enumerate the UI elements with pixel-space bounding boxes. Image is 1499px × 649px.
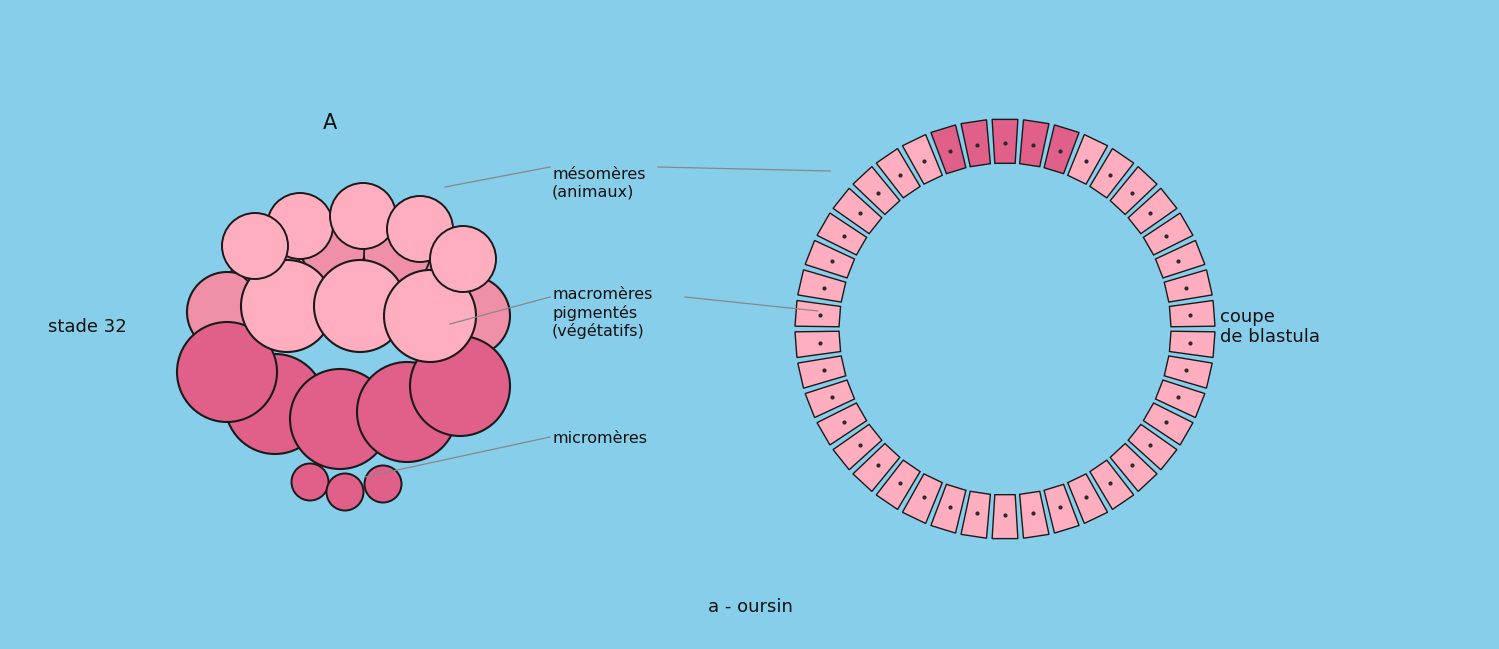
Text: macromères
pigmentés
(végétatifs): macromères pigmentés (végétatifs): [552, 287, 652, 339]
Text: stade 32: stade 32: [48, 318, 127, 336]
Circle shape: [411, 336, 510, 436]
Polygon shape: [961, 491, 991, 538]
Polygon shape: [1156, 380, 1205, 417]
Polygon shape: [833, 188, 881, 234]
Polygon shape: [1169, 300, 1216, 326]
Circle shape: [430, 276, 510, 356]
Polygon shape: [877, 149, 920, 198]
Polygon shape: [1067, 474, 1108, 524]
Polygon shape: [1129, 188, 1177, 234]
Polygon shape: [1111, 443, 1157, 491]
Circle shape: [364, 221, 430, 287]
Circle shape: [222, 213, 288, 279]
Polygon shape: [992, 119, 1018, 164]
Polygon shape: [1144, 403, 1193, 445]
Polygon shape: [961, 120, 991, 167]
Circle shape: [177, 322, 277, 422]
Text: a - oursin: a - oursin: [708, 598, 793, 616]
Polygon shape: [817, 213, 866, 255]
Circle shape: [229, 242, 310, 322]
Circle shape: [430, 226, 496, 292]
Polygon shape: [1090, 149, 1133, 198]
Polygon shape: [1129, 424, 1177, 470]
Polygon shape: [1090, 460, 1133, 509]
Polygon shape: [1111, 167, 1157, 214]
Polygon shape: [833, 424, 881, 470]
Polygon shape: [931, 484, 965, 533]
Circle shape: [187, 272, 267, 352]
Polygon shape: [817, 403, 866, 445]
Circle shape: [384, 270, 477, 362]
Polygon shape: [797, 270, 845, 302]
Text: A: A: [322, 113, 337, 133]
Polygon shape: [1019, 491, 1049, 538]
Polygon shape: [1019, 120, 1049, 167]
Polygon shape: [1165, 356, 1213, 388]
Polygon shape: [794, 300, 841, 326]
Circle shape: [225, 354, 325, 454]
Circle shape: [291, 463, 328, 500]
Text: mésomères
(animaux): mésomères (animaux): [552, 167, 646, 199]
Circle shape: [327, 474, 363, 511]
Circle shape: [267, 193, 333, 259]
Polygon shape: [992, 495, 1018, 539]
Text: coupe
de blastula: coupe de blastula: [1220, 308, 1321, 347]
Polygon shape: [1045, 484, 1079, 533]
Circle shape: [381, 244, 460, 324]
Polygon shape: [1156, 240, 1205, 278]
Polygon shape: [1169, 331, 1216, 358]
Circle shape: [241, 260, 333, 352]
Polygon shape: [797, 356, 845, 388]
Text: micromères: micromères: [552, 431, 648, 446]
Circle shape: [234, 221, 300, 287]
Polygon shape: [1067, 134, 1108, 184]
Polygon shape: [877, 460, 920, 509]
Circle shape: [289, 369, 390, 469]
Circle shape: [304, 232, 385, 312]
Circle shape: [364, 465, 402, 502]
Polygon shape: [805, 240, 854, 278]
Circle shape: [330, 183, 396, 249]
Polygon shape: [1165, 270, 1213, 302]
Polygon shape: [853, 443, 899, 491]
Polygon shape: [1144, 213, 1193, 255]
Polygon shape: [1045, 125, 1079, 174]
Polygon shape: [805, 380, 854, 417]
Circle shape: [387, 196, 453, 262]
Polygon shape: [902, 134, 943, 184]
Polygon shape: [853, 167, 899, 214]
Polygon shape: [794, 331, 841, 358]
Polygon shape: [931, 125, 965, 174]
Circle shape: [300, 213, 366, 279]
Circle shape: [313, 260, 406, 352]
Circle shape: [357, 362, 457, 462]
Polygon shape: [902, 474, 943, 524]
